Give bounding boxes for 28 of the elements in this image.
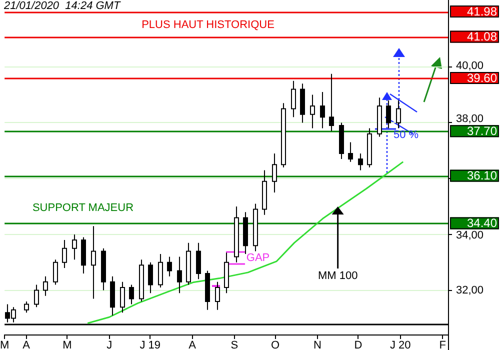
annotation: MM 100 bbox=[318, 270, 358, 282]
y-tick-label: 38,00 bbox=[456, 113, 484, 126]
x-tick-label: D bbox=[354, 340, 362, 350]
x-tick-label: F bbox=[439, 340, 446, 350]
annotation: 50 % bbox=[393, 129, 419, 142]
annotation: SUPPORT MAJEUR bbox=[32, 202, 134, 214]
x-tick-label: A bbox=[22, 340, 31, 350]
x-tick-label: M bbox=[0, 340, 10, 350]
annotation: GAP bbox=[246, 252, 270, 264]
x-tick-label: J bbox=[106, 340, 112, 350]
x-tick-label: O bbox=[270, 340, 280, 350]
x-tick-label: J 20 bbox=[390, 340, 411, 350]
y-tick-label: 40,00 bbox=[456, 60, 484, 72]
y-tick-label: 32,00 bbox=[456, 284, 484, 296]
ref-line-label: 37.70 bbox=[466, 124, 498, 138]
y-tick-label: 34,00 bbox=[456, 229, 484, 242]
annotation: 21/01/2020 14:24 GMT bbox=[3, 0, 122, 12]
ref-line-label: 34.40 bbox=[466, 216, 498, 230]
ref-line-label: 36.10 bbox=[466, 168, 498, 183]
ref-line-label: 41.08 bbox=[466, 30, 498, 44]
annotation: PLUS HAUT HISTORIQUE bbox=[142, 19, 274, 32]
x-tick-label: A bbox=[188, 340, 197, 350]
x-tick-label: M bbox=[62, 340, 72, 350]
ref-line-label: 41.98 bbox=[466, 4, 498, 18]
x-tick-label: S bbox=[230, 340, 238, 350]
x-tick-label: J 19 bbox=[140, 340, 161, 350]
x-tick-label: N bbox=[313, 340, 322, 350]
ref-line-label: 39.60 bbox=[466, 70, 498, 85]
